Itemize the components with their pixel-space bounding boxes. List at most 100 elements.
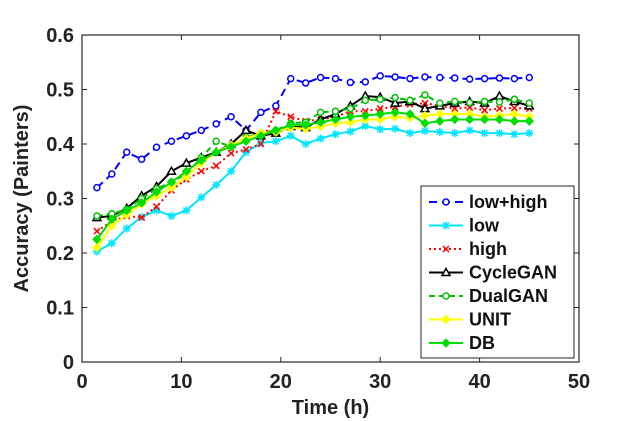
data-point-low-high xyxy=(212,120,220,128)
data-point-db xyxy=(494,114,505,125)
data-point-db xyxy=(405,109,415,119)
data-point-low-high xyxy=(480,74,489,83)
data-point-low xyxy=(435,128,444,137)
data-point-low xyxy=(450,129,459,138)
y-tick-label: 0.1 xyxy=(46,298,74,320)
legend-item-low: low xyxy=(429,216,500,236)
data-point-low-high xyxy=(525,73,534,82)
data-point-low xyxy=(197,193,206,202)
y-tick-label: 0 xyxy=(63,352,74,374)
data-point-low xyxy=(420,126,429,135)
data-point-db xyxy=(479,114,490,125)
data-point-dualgan xyxy=(376,95,384,104)
data-point-high xyxy=(287,113,295,121)
data-point-low-high xyxy=(495,74,504,82)
data-point-db xyxy=(107,214,117,224)
data-point-low xyxy=(182,206,191,215)
data-point-db xyxy=(166,177,177,187)
data-point-low-high xyxy=(272,102,280,110)
data-point-low-high xyxy=(421,73,429,81)
x-tick-label: 20 xyxy=(270,371,292,393)
legend-marker xyxy=(442,198,450,206)
legend-item-db: DB xyxy=(429,333,495,353)
data-point-low xyxy=(361,122,370,131)
data-point-low xyxy=(391,124,400,133)
data-point-db xyxy=(122,205,132,216)
data-point-low xyxy=(480,129,489,138)
data-point-dualgan xyxy=(212,137,220,146)
data-point-db xyxy=(450,114,460,125)
data-point-high xyxy=(138,214,146,222)
data-point-low xyxy=(316,134,325,143)
data-point-high xyxy=(197,167,205,175)
data-point-low-high xyxy=(451,74,459,82)
data-point-dualgan xyxy=(480,97,489,106)
legend-item-low-high: low+high xyxy=(429,192,548,212)
data-point-db xyxy=(345,112,356,122)
data-point-high xyxy=(227,149,235,157)
series-low-high xyxy=(93,72,534,192)
data-point-db xyxy=(256,131,266,141)
data-point-high xyxy=(495,105,504,113)
data-point-low-high xyxy=(182,132,191,140)
legend-marker xyxy=(442,292,450,300)
data-point-low-high xyxy=(510,74,519,83)
data-point-dualgan xyxy=(316,108,325,117)
data-point-db xyxy=(300,120,311,130)
legend-label: CycleGAN xyxy=(469,263,557,283)
series-low xyxy=(92,122,534,256)
y-axis-label: Accuracy (Painters) xyxy=(11,105,33,293)
y-tick-label: 0.5 xyxy=(46,80,74,102)
data-point-low xyxy=(286,131,295,140)
legend-label: low+high xyxy=(469,192,548,212)
legend-label: DualGAN xyxy=(469,286,548,306)
data-point-low xyxy=(346,127,355,136)
data-point-db xyxy=(375,109,385,119)
data-point-low xyxy=(301,140,310,148)
data-point-low-high xyxy=(391,73,399,81)
y-tick-label: 0.2 xyxy=(46,243,74,265)
data-point-cyclegan xyxy=(181,157,192,167)
data-point-low-high xyxy=(257,108,265,117)
data-point-low xyxy=(152,206,161,215)
data-point-high xyxy=(510,104,518,112)
data-point-low xyxy=(227,167,236,176)
data-point-unit xyxy=(345,117,356,127)
x-tick-label: 10 xyxy=(170,371,192,393)
data-point-low-high xyxy=(122,148,131,156)
data-point-high xyxy=(257,140,265,148)
legend-marker xyxy=(440,266,452,277)
data-point-db xyxy=(360,110,370,121)
data-point-low-high xyxy=(227,113,235,121)
data-point-low-high xyxy=(286,74,295,83)
data-point-low-high xyxy=(376,72,384,80)
data-point-dualgan xyxy=(391,93,399,102)
data-point-low-high xyxy=(152,143,161,152)
data-point-dualgan xyxy=(436,99,444,107)
data-point-low-high xyxy=(361,78,370,86)
data-point-db xyxy=(524,116,535,126)
data-point-low-high xyxy=(108,170,116,178)
data-point-low xyxy=(122,224,131,233)
plot-lines xyxy=(91,72,535,256)
data-point-high xyxy=(153,203,161,211)
data-point-dualgan xyxy=(406,96,414,105)
data-point-db xyxy=(181,166,192,176)
data-point-low-high xyxy=(93,183,101,192)
legend-marker xyxy=(441,338,451,348)
data-point-db xyxy=(509,116,520,126)
x-tick-label: 0 xyxy=(76,371,87,393)
data-point-dualgan xyxy=(495,98,504,106)
data-point-low xyxy=(376,125,385,134)
data-point-db xyxy=(196,155,206,166)
data-point-dualgan xyxy=(451,97,459,106)
data-point-low xyxy=(465,126,474,135)
x-tick-label: 40 xyxy=(468,371,490,393)
x-tick-label: 30 xyxy=(369,371,391,393)
y-tick-label: 0.3 xyxy=(46,189,74,211)
data-point-db xyxy=(271,125,281,136)
data-point-db xyxy=(330,114,341,125)
data-point-unit xyxy=(166,182,177,193)
axis-ticks: 0 10 20 30 40 50 0 0.1 0.2 0.3 0.4 0.5 0.6 xyxy=(46,25,590,393)
data-point-low xyxy=(406,129,415,138)
